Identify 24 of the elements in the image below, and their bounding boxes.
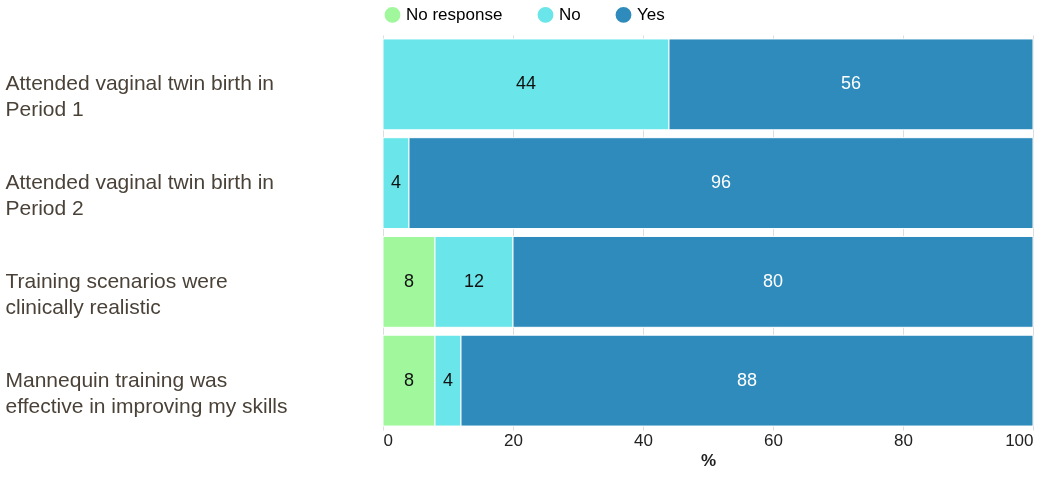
x-tick-label: 60 — [764, 430, 783, 450]
y-tick-label: Training scenarios were clinically realistic — [5, 268, 228, 318]
x-tick-label: 20 — [504, 430, 523, 450]
y-tick-label: Attended vaginal twin birth in Period 2 — [5, 170, 274, 220]
y-tick-label: Attended vaginal twin birth in Period 1 — [5, 71, 274, 121]
data-label: 4 — [390, 172, 402, 193]
data-label: 8 — [403, 369, 415, 390]
data-label: 80 — [762, 270, 784, 291]
y-tick-label: Mannequin training was effective in improving my skills — [5, 367, 288, 417]
data-label: 56 — [840, 73, 862, 94]
data-label: 88 — [736, 369, 758, 390]
x-tick-label: 0 — [383, 430, 393, 450]
legend-label: Yes — [637, 4, 665, 24]
x-tick-label: 100 — [1005, 430, 1034, 450]
x-tick-label: 40 — [634, 430, 653, 450]
legend-label: No response — [406, 4, 503, 24]
x-axis-title: % — [700, 450, 717, 470]
x-tick-label: 80 — [894, 430, 913, 450]
data-label: 12 — [463, 270, 485, 291]
data-label: 4 — [442, 369, 454, 390]
data-label: 44 — [515, 73, 537, 94]
data-label: 8 — [403, 270, 415, 291]
data-label: 96 — [710, 172, 732, 193]
legend-label: No — [559, 4, 581, 24]
